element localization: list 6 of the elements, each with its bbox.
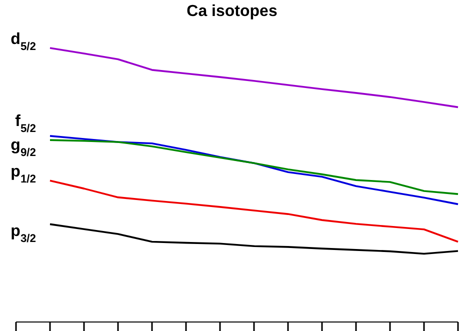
series-label: g$_{9/2}$ <box>10 137 36 160</box>
series-label: p$_{3/2}$ <box>10 223 36 246</box>
series-label: p$_{1/2}$ <box>10 164 36 186</box>
series-label: d$_{5/2}$ <box>10 31 36 53</box>
series-label: f$_{5/2}$ <box>15 112 36 135</box>
chart-title: Ca isotopes <box>186 3 278 21</box>
